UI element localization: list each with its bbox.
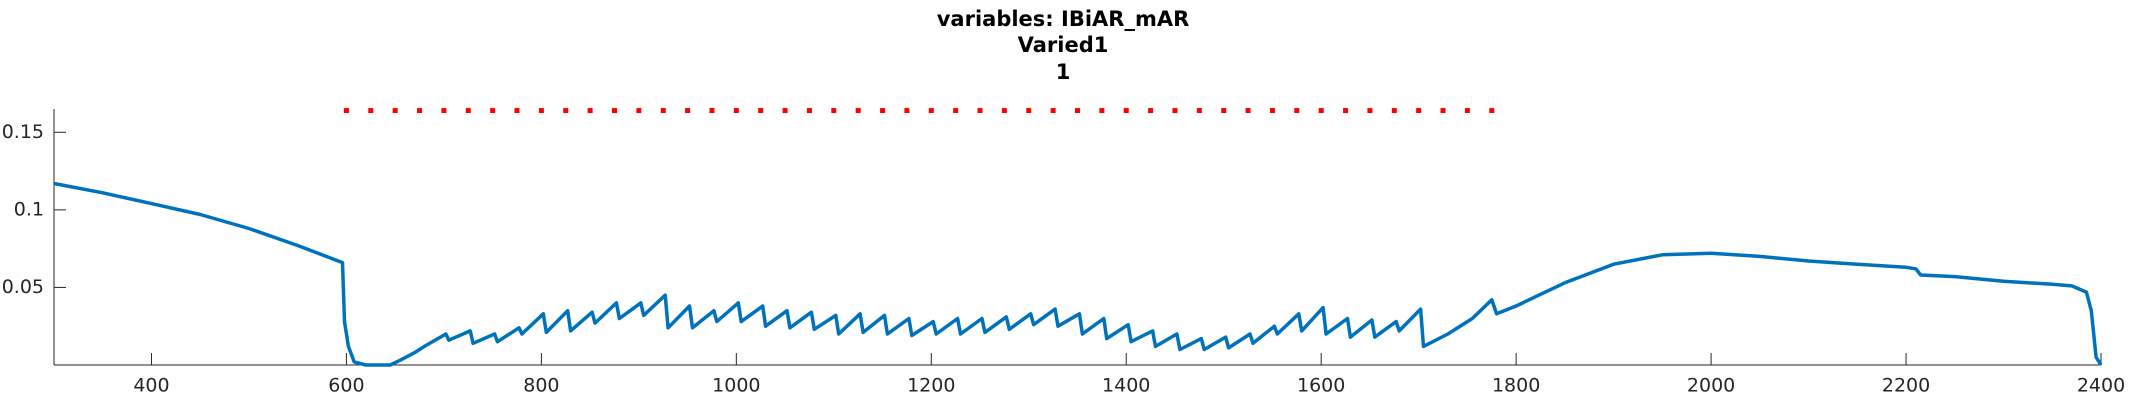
marker <box>1391 108 1397 114</box>
marker <box>1416 108 1422 114</box>
marker <box>1001 108 1007 114</box>
marker <box>563 108 569 114</box>
marker <box>1026 108 1032 114</box>
marker <box>1367 108 1373 114</box>
marker <box>904 108 910 114</box>
x-tick-label: 400 <box>133 375 169 397</box>
marker <box>636 108 642 114</box>
marker <box>1148 108 1154 114</box>
chart-title: variables: IBiAR_mAR <box>937 7 1190 31</box>
y-tick-label: 0.1 <box>14 198 44 220</box>
marker <box>538 108 544 114</box>
marker <box>1099 108 1105 114</box>
marker <box>1343 108 1349 114</box>
marker <box>733 108 739 114</box>
marker <box>880 108 886 114</box>
marker <box>1269 108 1275 114</box>
x-tick-label: 800 <box>523 375 559 397</box>
marker <box>1440 108 1446 114</box>
marker <box>855 108 861 114</box>
marker <box>1294 108 1300 114</box>
marker <box>709 108 715 114</box>
marker <box>953 108 959 114</box>
marker <box>1464 108 1470 114</box>
x-tick-label: 1200 <box>907 375 955 397</box>
marker <box>417 108 423 114</box>
marker <box>441 108 447 114</box>
marker <box>758 108 764 114</box>
x-tick-label: 1400 <box>1102 375 1150 397</box>
marker <box>806 108 812 114</box>
marker <box>685 108 691 114</box>
marker <box>1196 108 1202 114</box>
marker <box>928 108 934 114</box>
chart-subtitle: 1 <box>1056 60 1071 84</box>
marker <box>465 108 471 114</box>
marker <box>1123 108 1129 114</box>
marker <box>831 108 837 114</box>
x-tick-label: 2200 <box>1882 375 1930 397</box>
marker <box>611 108 617 114</box>
marker <box>392 108 398 114</box>
marker <box>514 108 520 114</box>
marker <box>782 108 788 114</box>
marker <box>368 108 374 114</box>
marker <box>343 108 349 114</box>
marker <box>660 108 666 114</box>
marker <box>1245 108 1251 114</box>
marker <box>1050 108 1056 114</box>
x-tick-label: 1000 <box>712 375 760 397</box>
marker <box>1221 108 1227 114</box>
x-tick-label: 1800 <box>1492 375 1540 397</box>
marker <box>1318 108 1324 114</box>
x-tick-label: 2000 <box>1687 375 1735 397</box>
marker <box>1489 108 1495 114</box>
x-tick-label: 1600 <box>1297 375 1345 397</box>
marker <box>490 108 496 114</box>
y-tick-label: 0.05 <box>2 276 44 298</box>
line <box>53 181 2103 367</box>
y-tick-label: 0.15 <box>2 121 44 143</box>
marker <box>1172 108 1178 114</box>
marker <box>1075 108 1080 114</box>
chart-subtitle: Varied1 <box>1018 33 1109 57</box>
x-tick-label: 2400 <box>2077 375 2125 397</box>
marker <box>977 108 983 114</box>
marker <box>587 108 593 114</box>
x-tick-label: 600 <box>328 375 364 397</box>
